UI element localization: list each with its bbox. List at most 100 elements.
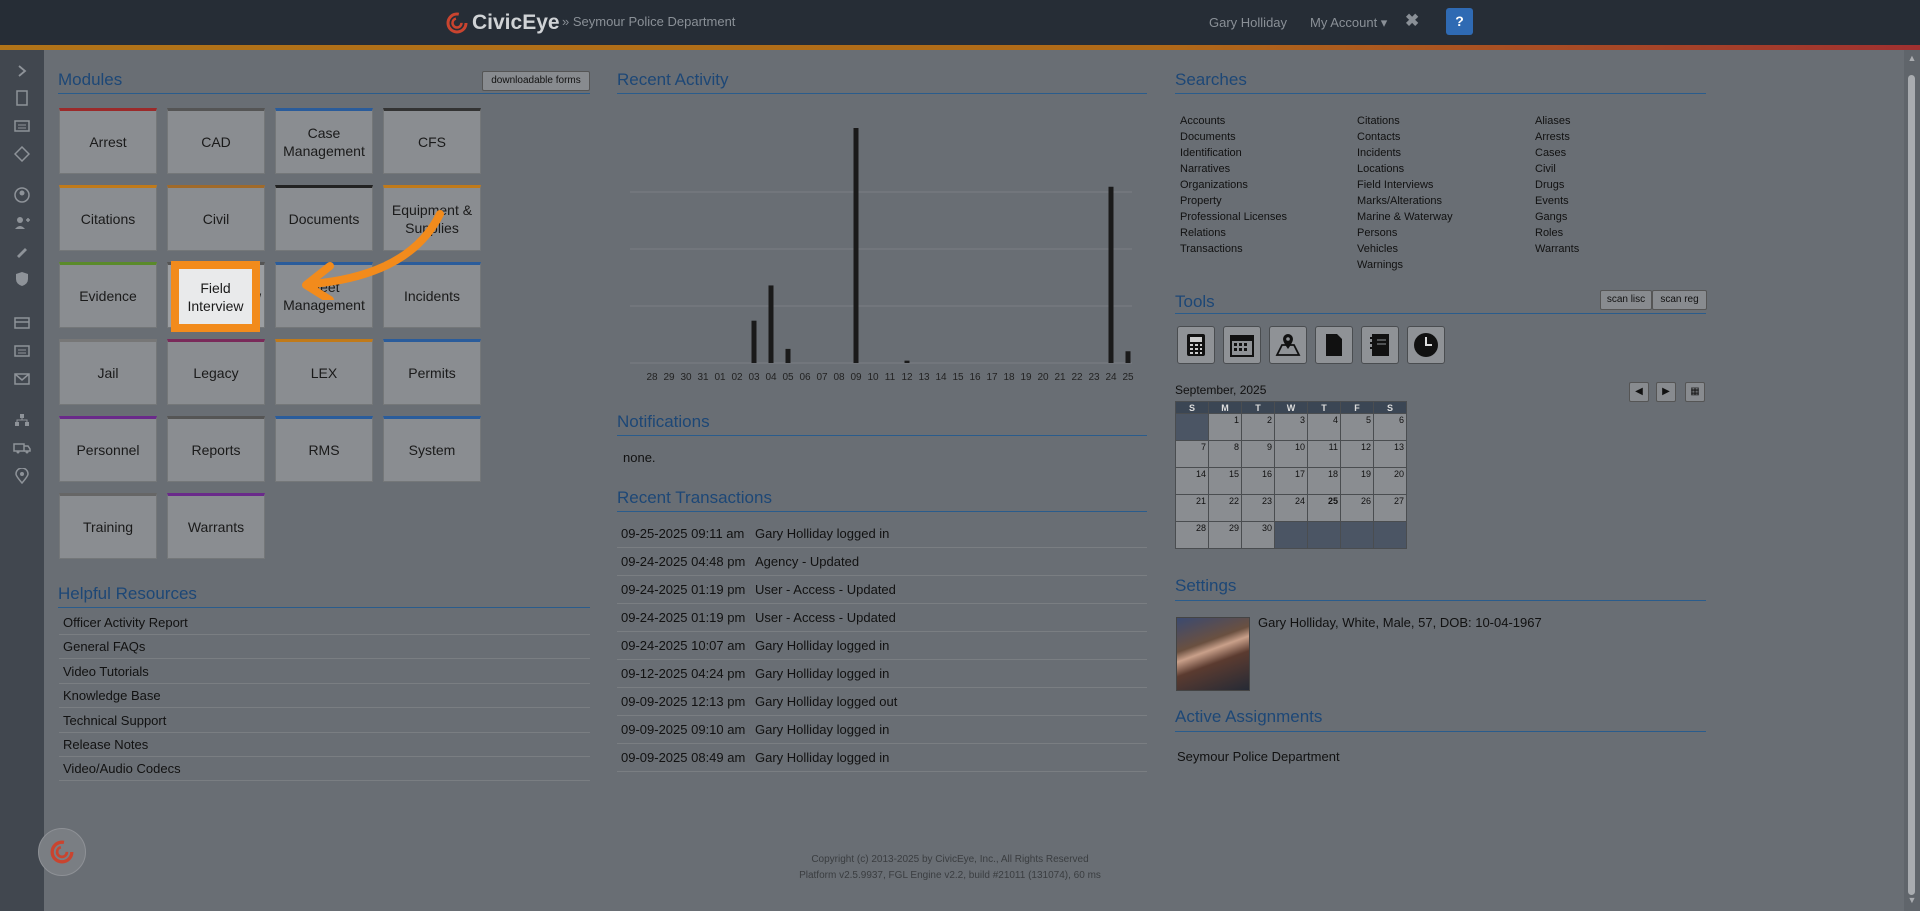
search-link-narratives[interactable]: Narratives <box>1180 163 1231 175</box>
ledger-icon[interactable] <box>1361 326 1399 364</box>
search-link-warnings[interactable]: Warnings <box>1357 259 1404 271</box>
module-tile-lex[interactable]: LEX <box>275 339 373 405</box>
civiceye-floating-button[interactable] <box>38 828 86 876</box>
search-link-events[interactable]: Events <box>1535 195 1569 207</box>
module-tile-citations[interactable]: Citations <box>59 185 157 251</box>
calendar-day[interactable]: 17 <box>1274 467 1308 495</box>
downloadable-forms-button[interactable]: downloadable forms <box>482 71 590 91</box>
search-link-arrests[interactable]: Arrests <box>1535 131 1570 143</box>
search-link-citations[interactable]: Citations <box>1357 115 1400 127</box>
resource-link-general-faqs[interactable]: General FAQs <box>59 635 590 660</box>
map-pin-icon[interactable] <box>12 466 32 486</box>
module-tile-jail[interactable]: Jail <box>59 339 157 405</box>
search-link-warrants[interactable]: Warrants <box>1535 243 1580 255</box>
org-chart-icon[interactable] <box>12 410 32 430</box>
calendar-day[interactable]: 16 <box>1241 467 1275 495</box>
calendar-day[interactable]: 25 <box>1307 494 1341 522</box>
user-photo[interactable] <box>1176 617 1250 691</box>
calendar-prev-button[interactable]: ◀ <box>1629 382 1649 402</box>
module-tile-rms[interactable]: RMS <box>275 416 373 482</box>
module-tile-personnel[interactable]: Personnel <box>59 416 157 482</box>
card-icon[interactable] <box>12 313 32 333</box>
resource-link-video-audio-codecs[interactable]: Video/Audio Codecs <box>59 757 590 782</box>
search-link-organizations[interactable]: Organizations <box>1180 179 1248 191</box>
calendar-day[interactable]: 30 <box>1241 521 1275 549</box>
scan-reg-button[interactable]: scan reg <box>1652 290 1707 310</box>
scroll-down-arrow[interactable]: ▼ <box>1907 895 1917 905</box>
search-link-marks-alterations[interactable]: Marks/Alterations <box>1357 195 1442 207</box>
department-breadcrumb[interactable]: » Seymour Police Department <box>562 14 736 29</box>
calendar-day[interactable]: 6 <box>1373 413 1407 441</box>
calendar-day[interactable]: 21 <box>1175 494 1209 522</box>
calendar-day[interactable]: 11 <box>1307 440 1341 468</box>
chevron-right-icon[interactable] <box>12 61 32 81</box>
calendar-day[interactable]: 27 <box>1373 494 1407 522</box>
field-interview-highlight[interactable] <box>171 261 260 332</box>
civiceye-logo[interactable]: CivicEye <box>446 10 560 36</box>
module-tile-reports[interactable]: Reports <box>167 416 265 482</box>
search-link-aliases[interactable]: Aliases <box>1535 115 1571 127</box>
resource-link-video-tutorials[interactable]: Video Tutorials <box>59 660 590 684</box>
calendar-day[interactable]: 5 <box>1340 413 1374 441</box>
calendar-day[interactable]: 15 <box>1208 467 1242 495</box>
module-tile-case-management[interactable]: Case Management <box>275 108 373 174</box>
field-interview-highlight-label[interactable]: Field Interview <box>187 279 244 314</box>
calendar-day[interactable]: 18 <box>1307 467 1341 495</box>
module-tile-incidents[interactable]: Incidents <box>383 262 481 328</box>
search-link-property[interactable]: Property <box>1180 195 1222 207</box>
calendar-day[interactable]: 2 <box>1241 413 1275 441</box>
calendar-day[interactable]: 22 <box>1208 494 1242 522</box>
add-person-icon[interactable] <box>12 213 32 233</box>
scroll-up-arrow[interactable]: ▲ <box>1907 53 1917 63</box>
calendar-day[interactable]: 8 <box>1208 440 1242 468</box>
search-link-identification[interactable]: Identification <box>1180 147 1242 159</box>
resource-link-officer-activity-report[interactable]: Officer Activity Report <box>59 611 590 635</box>
search-link-professional-licenses[interactable]: Professional Licenses <box>1180 211 1288 223</box>
my-account-menu[interactable]: My Account ▾ <box>1310 15 1388 30</box>
user-profile-text[interactable]: Gary Holliday, White, Male, 57, DOB: 10-… <box>1258 615 1542 630</box>
module-tile-arrest[interactable]: Arrest <box>59 108 157 174</box>
module-tile-permits[interactable]: Permits <box>383 339 481 405</box>
calendar-day[interactable]: 4 <box>1307 413 1341 441</box>
person-icon[interactable] <box>12 185 32 205</box>
calendar-next-button[interactable]: ▶ <box>1656 382 1676 402</box>
scan-lisc-button[interactable]: scan lisc <box>1600 290 1652 310</box>
warning-icon[interactable] <box>12 144 32 164</box>
calendar-day[interactable]: 3 <box>1274 413 1308 441</box>
search-link-transactions[interactable]: Transactions <box>1180 243 1243 255</box>
module-tile-documents[interactable]: Documents <box>275 185 373 251</box>
map-icon[interactable] <box>1269 326 1307 364</box>
calculator-icon[interactable] <box>1177 326 1215 364</box>
module-tile-cad[interactable]: CAD <box>167 108 265 174</box>
search-link-incidents[interactable]: Incidents <box>1357 147 1402 159</box>
close-icon[interactable]: ✖ <box>1405 11 1420 30</box>
truck-icon[interactable] <box>12 438 32 458</box>
list-icon[interactable] <box>12 116 32 136</box>
search-link-roles[interactable]: Roles <box>1535 227 1564 239</box>
list-alt-icon[interactable] <box>12 341 32 361</box>
search-link-locations[interactable]: Locations <box>1357 163 1405 175</box>
search-link-field-interviews[interactable]: Field Interviews <box>1357 179 1434 191</box>
search-link-cases[interactable]: Cases <box>1535 147 1567 159</box>
search-link-accounts[interactable]: Accounts <box>1180 115 1226 127</box>
document-icon[interactable] <box>12 88 32 108</box>
shield-icon[interactable] <box>12 269 32 289</box>
active-assignment-item[interactable]: Seymour Police Department <box>1177 749 1340 764</box>
calendar-day[interactable]: 24 <box>1274 494 1308 522</box>
calendar-day[interactable]: 12 <box>1340 440 1374 468</box>
search-link-marine-waterway[interactable]: Marine & Waterway <box>1357 211 1453 223</box>
calendar-icon[interactable] <box>1223 326 1261 364</box>
mail-icon[interactable] <box>12 369 32 389</box>
module-tile-cfs[interactable]: CFS <box>383 108 481 174</box>
calendar-day[interactable]: 20 <box>1373 467 1407 495</box>
calendar-day[interactable]: 23 <box>1241 494 1275 522</box>
search-link-vehicles[interactable]: Vehicles <box>1357 243 1398 255</box>
module-tile-civil[interactable]: Civil <box>167 185 265 251</box>
search-link-civil[interactable]: Civil <box>1535 163 1556 175</box>
search-link-drugs[interactable]: Drugs <box>1535 179 1565 191</box>
search-link-persons[interactable]: Persons <box>1357 227 1398 239</box>
module-tile-evidence[interactable]: Evidence <box>59 262 157 328</box>
calendar-day[interactable]: 1 <box>1208 413 1242 441</box>
calendar-view-button[interactable]: ▦ <box>1685 382 1705 402</box>
calendar-day[interactable]: 10 <box>1274 440 1308 468</box>
